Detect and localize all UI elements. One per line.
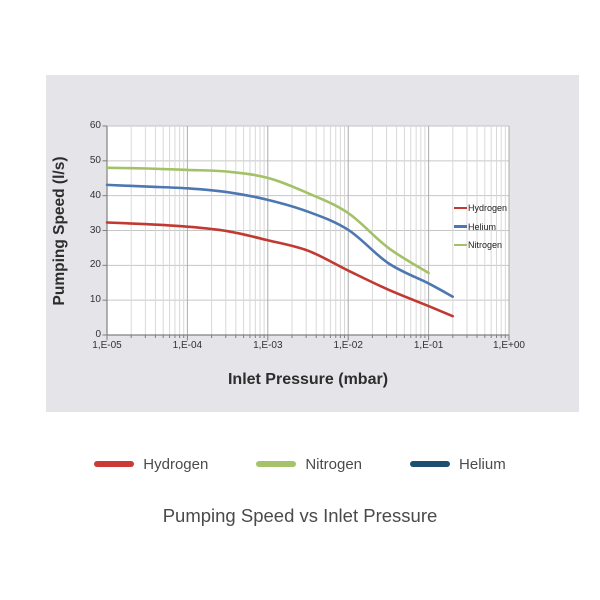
x-axis-title: Inlet Pressure (mbar) bbox=[227, 371, 389, 388]
series-nitrogen-line bbox=[105, 166, 430, 275]
chart-card: Pumping Speed (l/s) Inlet Pressure (mbar… bbox=[46, 75, 579, 412]
series-hydrogen-line bbox=[105, 221, 455, 318]
x-tick-label: 1,E-04 bbox=[172, 340, 203, 351]
legend-swatch-icon bbox=[410, 461, 451, 467]
y-tick-label: 20 bbox=[89, 259, 101, 271]
y-tick-label: 30 bbox=[89, 224, 101, 236]
legend-item-hydrogen: Hydrogen bbox=[454, 203, 507, 214]
legend-item-label: Nitrogen bbox=[468, 240, 503, 250]
series-helium-line bbox=[105, 183, 455, 298]
bottom-legend-item-label: Hydrogen bbox=[143, 455, 209, 473]
bottom-legend-item-hydrogen: Hydrogen bbox=[94, 456, 208, 473]
legend-line-icon bbox=[454, 225, 467, 228]
x-tick-label: 1,E-02 bbox=[333, 340, 363, 351]
bottom-legend-item-helium: Helium bbox=[410, 456, 506, 473]
y-tick-label: 60 bbox=[89, 120, 101, 131]
legend-item-label: Helium bbox=[468, 221, 497, 232]
legend-item-nitrogen: Nitrogen bbox=[454, 240, 502, 251]
bottom-legend-item-label: Nitrogen bbox=[305, 455, 363, 473]
y-tick-label: 0 bbox=[95, 329, 101, 340]
y-tick-label: 40 bbox=[89, 189, 101, 201]
x-tick-label: 1,E-01 bbox=[413, 340, 444, 351]
legend-item-helium: Helium bbox=[454, 221, 496, 232]
x-tick-label: 1,E-03 bbox=[253, 340, 283, 351]
legend-swatch-icon bbox=[256, 461, 297, 467]
bottom-legend-item-label: Helium bbox=[459, 455, 506, 473]
y-tick-label: 50 bbox=[89, 154, 101, 166]
x-tick-label: 1,E-05 bbox=[92, 340, 122, 351]
legend-item-label: Hydrogen bbox=[468, 203, 508, 213]
bottom-legend-item-nitrogen: Nitrogen bbox=[256, 456, 362, 473]
legend-swatch-icon bbox=[94, 461, 135, 467]
legend-line-icon bbox=[454, 206, 467, 210]
y-tick-label: 10 bbox=[89, 294, 101, 306]
chart-plot bbox=[102, 125, 510, 341]
chart-caption: Pumping Speed vs Inlet Pressure bbox=[162, 505, 438, 526]
bottom-legend: Hydrogen Nitrogen Helium bbox=[0, 452, 600, 476]
legend-line-icon bbox=[454, 243, 467, 247]
x-tick-label: 1,E+00 bbox=[493, 340, 525, 351]
